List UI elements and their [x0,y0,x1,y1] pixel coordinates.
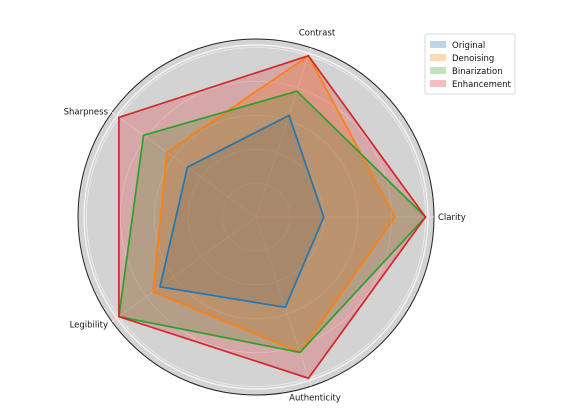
grid-spoke-sharpness [111,112,257,218]
series-fill-enhancement [118,55,426,379]
legend-swatch-enhancement [430,80,446,87]
grid-spoke-authenticity [255,216,312,387]
series-line-original [158,114,325,309]
grid-spoke-contrast [255,47,312,218]
series-line-binarization [117,90,427,354]
legend-label-denoising: Denoising [452,54,494,64]
series-layer [117,54,427,380]
legend-label-enhancement: Enhancement [452,80,512,90]
series-fill-binarization [118,91,426,353]
series-fill-original [160,115,324,308]
legend-swatch-binarization [430,67,446,74]
series-line-denoising [152,54,396,354]
axis-label-legibility: Legibility [70,321,108,331]
grid-spoke-legibility [111,216,257,322]
legend: Original Denoising Binarization Enhancement [424,33,516,95]
legend-label-binarization: Binarization [452,67,503,77]
legend-box [424,33,516,95]
axis-label-clarity: Clarity [438,213,466,223]
legend-swatch-denoising [430,54,446,61]
axis-label-contrast: Contrast [299,29,336,39]
series-line-enhancement [118,54,427,380]
axis-label-sharpness: Sharpness [64,107,109,117]
series-fill-denoising [153,55,395,353]
legend-label-original: Original [452,41,485,51]
axis-label-authenticity: Authenticity [289,393,341,403]
axis-labels: Clarity Contrast Sharpness Legibility Authen… [64,29,466,404]
legend-swatch-original [430,41,446,48]
